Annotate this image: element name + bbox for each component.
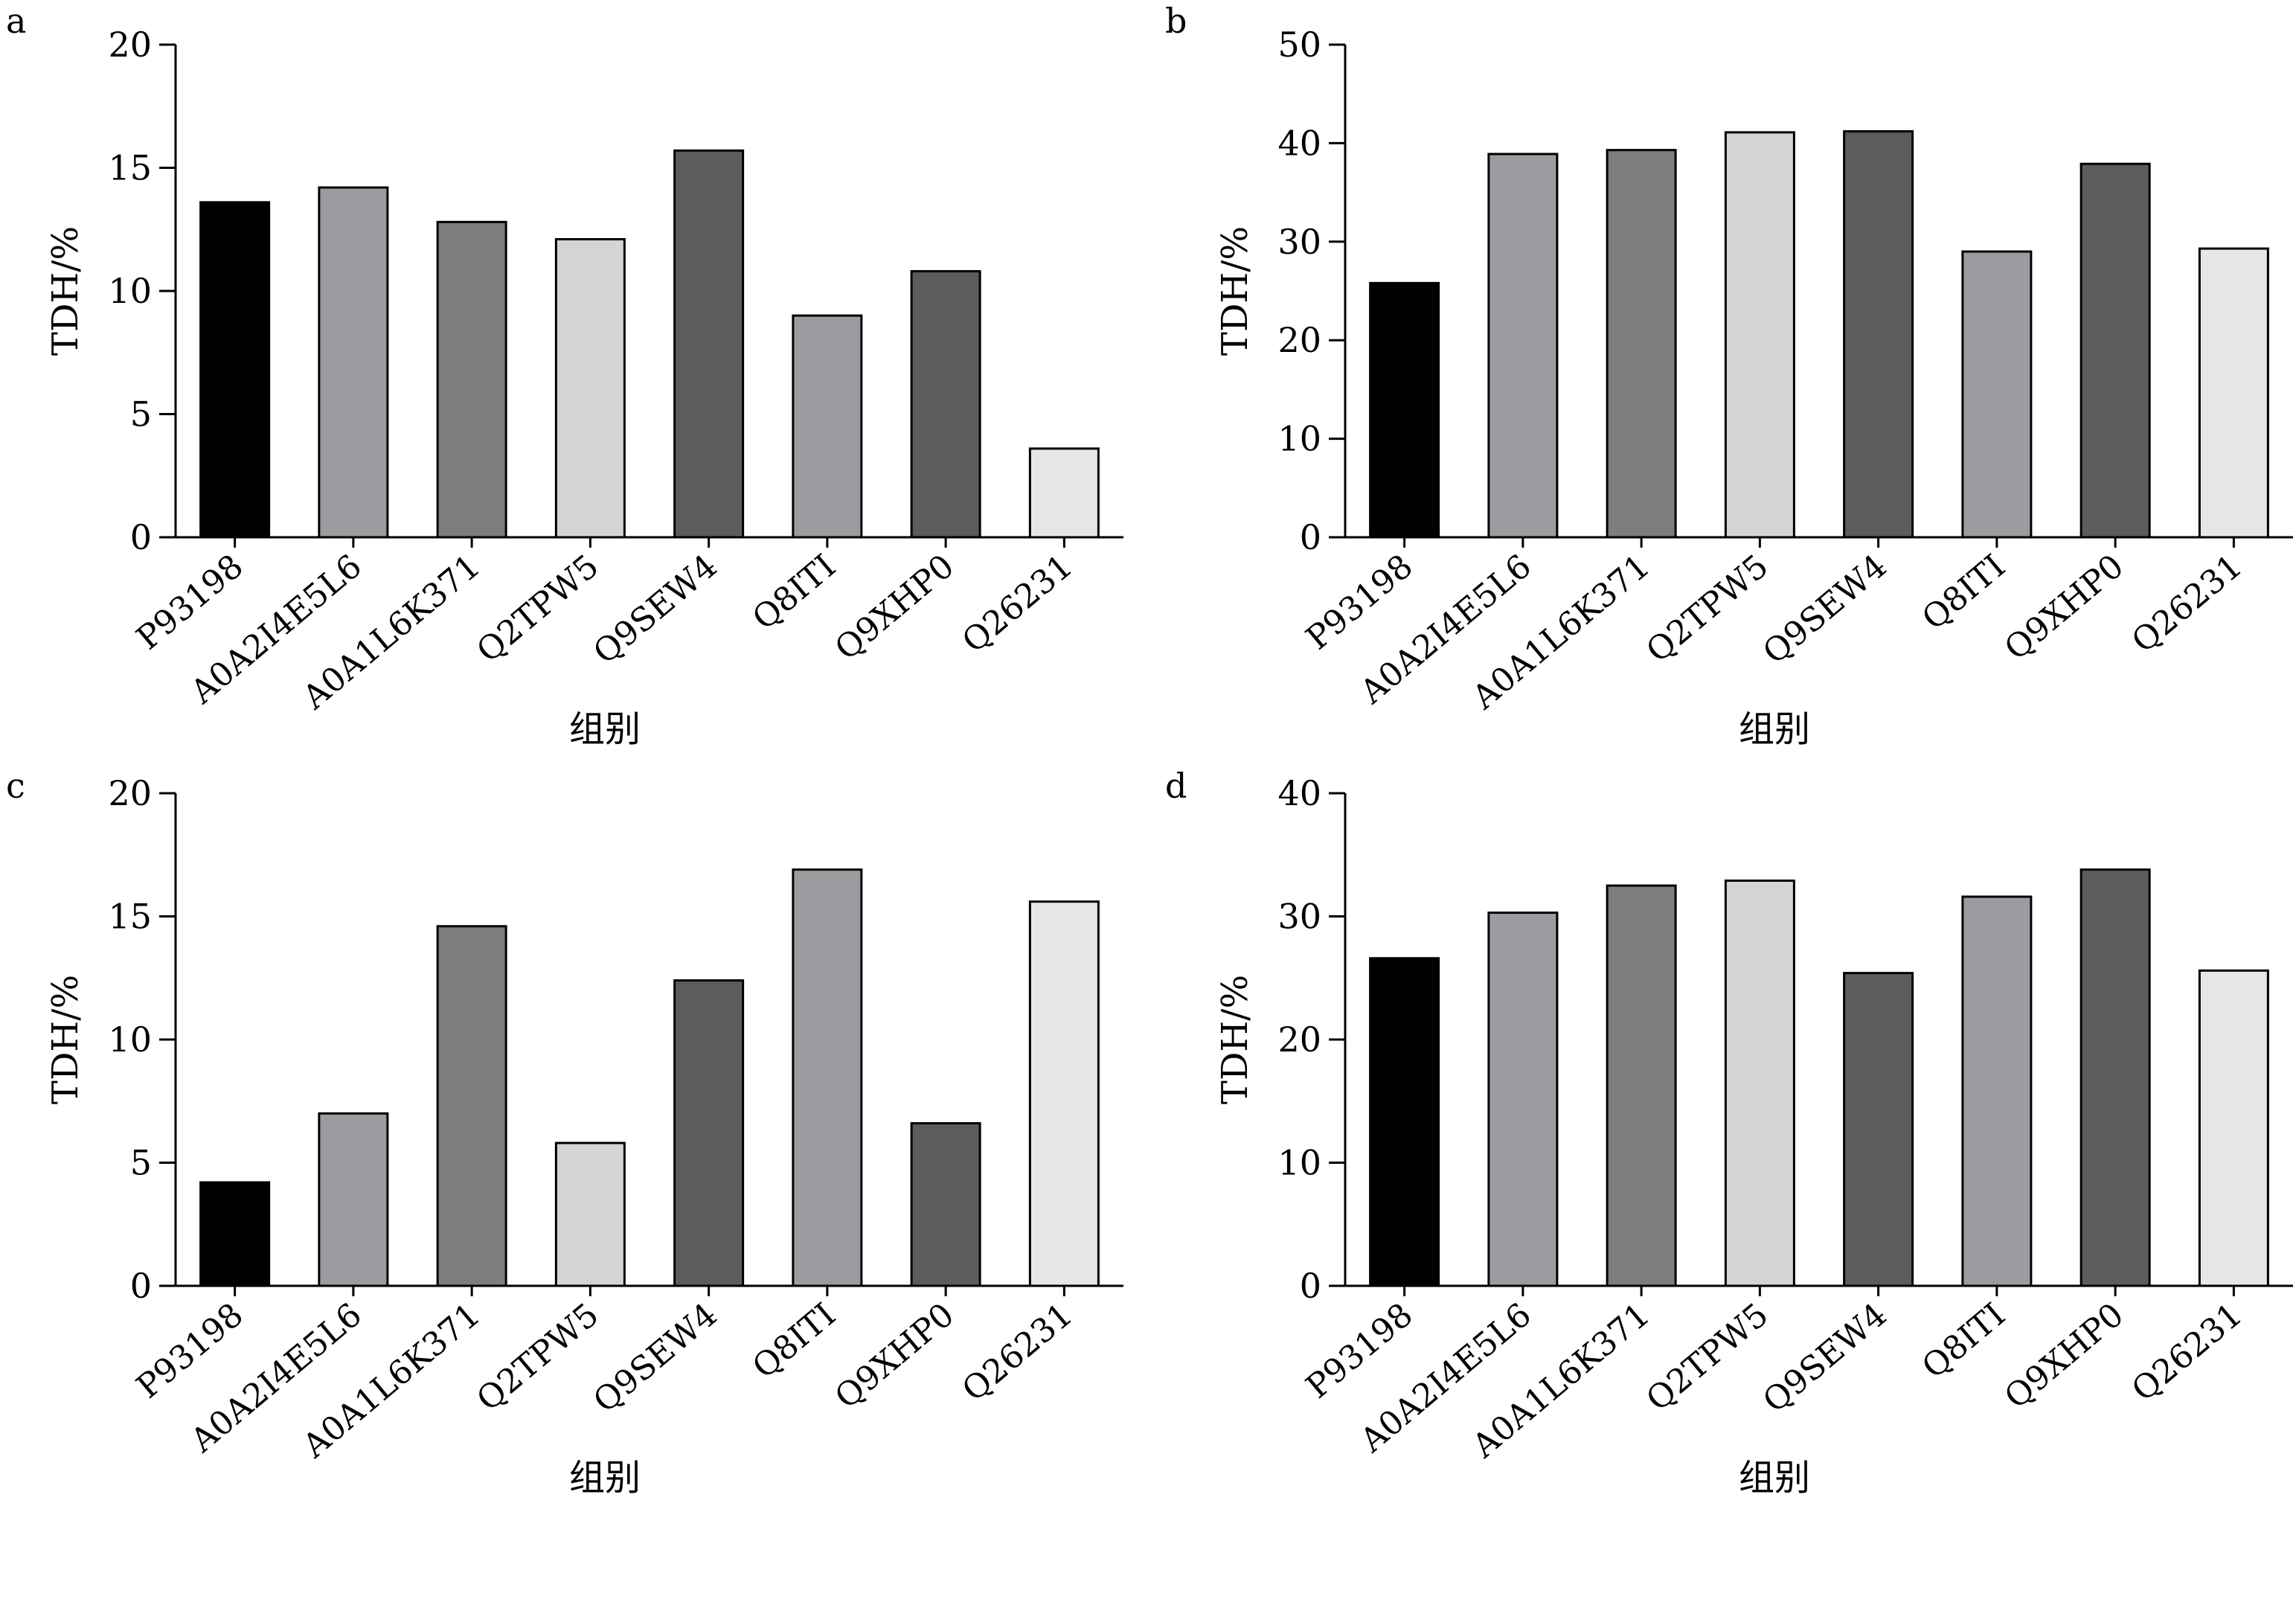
bar-Q8ITI bbox=[1961, 250, 2033, 539]
bar-A0A1L6K371 bbox=[436, 925, 507, 1287]
y-axis-title: TDH/% bbox=[45, 226, 86, 356]
x-tick-label: Q9SEW4 bbox=[1756, 547, 1894, 671]
x-axis-title: 组别 bbox=[569, 1457, 641, 1499]
y-tick-label: 10 bbox=[1277, 419, 1321, 459]
y-tick-label: 20 bbox=[1277, 1019, 1321, 1060]
bar-Q2TPW5 bbox=[1724, 880, 1795, 1287]
y-tick-label: 15 bbox=[108, 897, 152, 937]
panel-letter-b: b bbox=[1165, 1, 1187, 41]
x-tick-label: Q2TPW5 bbox=[469, 547, 606, 670]
bar-A0A2I4E5L6 bbox=[1487, 153, 1559, 539]
y-tick-label: 10 bbox=[108, 271, 152, 311]
panel-d: d010203040TDH/%P93198A0A2I4E5L6A0A1L6K37… bbox=[1165, 766, 2293, 1499]
y-axis-title: TDH/% bbox=[45, 975, 86, 1104]
bar-P93198 bbox=[199, 1181, 271, 1287]
x-tick-label: Q8ITI bbox=[1915, 1296, 2013, 1386]
y-tick-label: 15 bbox=[108, 148, 152, 188]
x-axis-title: 组别 bbox=[1739, 1457, 1810, 1499]
bar-Q9SEW4 bbox=[673, 979, 745, 1287]
bar-Q9SEW4 bbox=[1843, 972, 1914, 1287]
x-axis-title: 组别 bbox=[1739, 708, 1810, 750]
x-tick-label: Q9XHP0 bbox=[828, 547, 961, 667]
y-tick-label: 20 bbox=[108, 25, 152, 65]
bar-Q8ITI bbox=[792, 868, 863, 1287]
bar-A0A2I4E5L6 bbox=[318, 186, 389, 539]
panel-letter-d: d bbox=[1165, 766, 1187, 806]
bar-Q8ITI bbox=[1961, 895, 2033, 1287]
bar-Q9SEW4 bbox=[1843, 130, 1914, 539]
x-axis-title: 组别 bbox=[569, 708, 641, 750]
y-axis-title: TDH/% bbox=[1214, 226, 1256, 356]
bar-Q9XHP0 bbox=[910, 270, 981, 539]
bar-Q9SEW4 bbox=[673, 149, 745, 539]
y-tick-label: 50 bbox=[1277, 25, 1321, 65]
bar-P93198 bbox=[1369, 281, 1440, 539]
x-tick-label: Q2TPW5 bbox=[1639, 1296, 1775, 1418]
bar-Q26231 bbox=[1028, 900, 1100, 1287]
x-tick-label: Q26231 bbox=[955, 547, 1080, 660]
bar-Q9XHP0 bbox=[910, 1122, 981, 1287]
x-tick-label: Q2TPW5 bbox=[469, 1296, 606, 1418]
x-tick-label: Q26231 bbox=[2125, 1296, 2250, 1409]
y-tick-label: 0 bbox=[130, 1266, 152, 1306]
bar-P93198 bbox=[199, 201, 271, 539]
panel-letter-a: a bbox=[6, 1, 26, 41]
bar-A0A2I4E5L6 bbox=[1487, 912, 1559, 1287]
y-tick-label: 10 bbox=[1277, 1143, 1321, 1183]
bar-Q9XHP0 bbox=[2079, 868, 2151, 1287]
x-tick-label: Q8ITI bbox=[745, 1296, 843, 1386]
y-tick-label: 20 bbox=[1277, 320, 1321, 360]
x-tick-label: Q9XHP0 bbox=[1998, 547, 2131, 667]
x-tick-label: Q9XHP0 bbox=[1998, 1296, 2131, 1416]
y-tick-label: 30 bbox=[1277, 897, 1321, 937]
x-tick-label: Q26231 bbox=[955, 1296, 1080, 1409]
panel-a: a05101520TDH/%P93198A0A2I4E5L6A0A1L6K371… bbox=[6, 1, 1123, 750]
panel-letter-c: c bbox=[6, 766, 25, 806]
y-tick-label: 0 bbox=[1300, 1266, 1321, 1306]
x-tick-label: Q9SEW4 bbox=[1756, 1296, 1894, 1420]
y-tick-label: 5 bbox=[130, 394, 152, 435]
x-tick-label: Q9XHP0 bbox=[828, 1296, 961, 1416]
bar-A0A2I4E5L6 bbox=[318, 1112, 389, 1287]
x-tick-label: Q2TPW5 bbox=[1639, 547, 1775, 670]
y-tick-label: 20 bbox=[108, 773, 152, 813]
bar-A0A1L6K371 bbox=[1606, 149, 1677, 539]
x-tick-label: Q8ITI bbox=[1915, 547, 2013, 637]
bar-Q26231 bbox=[2198, 969, 2269, 1287]
y-tick-label: 30 bbox=[1277, 222, 1321, 262]
y-tick-label: 10 bbox=[108, 1019, 152, 1060]
x-tick-label: Q9SEW4 bbox=[586, 547, 725, 671]
bar-Q8ITI bbox=[792, 314, 863, 539]
bar-Q2TPW5 bbox=[554, 1141, 626, 1287]
x-tick-label: Q26231 bbox=[2125, 547, 2250, 660]
bar-Q9XHP0 bbox=[2079, 162, 2151, 539]
y-tick-label: 40 bbox=[1277, 773, 1321, 813]
x-tick-label: Q9SEW4 bbox=[586, 1296, 725, 1420]
bar-Q2TPW5 bbox=[1724, 131, 1795, 539]
bar-P93198 bbox=[1369, 957, 1440, 1287]
y-axis-title: TDH/% bbox=[1214, 975, 1256, 1104]
y-tick-label: 0 bbox=[1300, 517, 1321, 557]
y-tick-label: 5 bbox=[130, 1143, 152, 1183]
bar-Q26231 bbox=[1028, 447, 1100, 539]
y-tick-label: 0 bbox=[130, 517, 152, 557]
panel-b: b01020304050TDH/%P93198A0A2I4E5L6A0A1L6K… bbox=[1165, 1, 2293, 750]
bar-A0A1L6K371 bbox=[1606, 884, 1677, 1287]
x-tick-label: Q8ITI bbox=[745, 547, 843, 637]
bar-Q2TPW5 bbox=[554, 237, 626, 539]
bar-A0A1L6K371 bbox=[436, 220, 507, 539]
bar-Q26231 bbox=[2198, 247, 2269, 539]
panel-c: c05101520TDH/%P93198A0A2I4E5L6A0A1L6K371… bbox=[6, 766, 1123, 1499]
y-tick-label: 40 bbox=[1277, 123, 1321, 163]
